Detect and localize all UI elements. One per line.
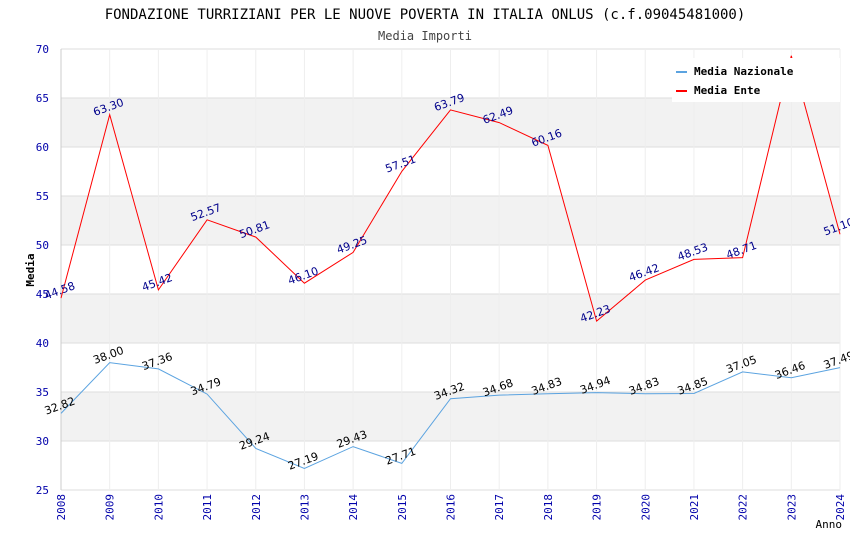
x-tick-label: 2020 — [639, 494, 652, 521]
data-label-media-nazionale: 27.71 — [384, 445, 418, 468]
x-tick-label: 2015 — [396, 494, 409, 521]
data-label-media-ente: 45.42 — [140, 271, 174, 294]
x-tick-label: 2017 — [493, 494, 506, 521]
x-axis-ticks: 2008 2009 2010 2011 2012 2013 2014 2015 2016 2017… — [55, 494, 847, 521]
y-tick-label: 55 — [36, 190, 49, 203]
y-tick-label: 50 — [36, 239, 49, 252]
y-tick-label: 65 — [36, 92, 49, 105]
x-tick-label: 2011 — [201, 494, 214, 521]
legend-background — [672, 58, 840, 102]
x-tick-label: 2010 — [152, 494, 165, 521]
y-tick-label: 30 — [36, 435, 49, 448]
legend: Media Nazionale Media Ente — [672, 58, 840, 102]
x-tick-label: 2016 — [445, 494, 458, 521]
y-tick-label: 60 — [36, 141, 49, 154]
series-line-media-ente — [60, 55, 841, 322]
data-label-media-ente: 57.51 — [384, 153, 418, 176]
x-tick-label: 2021 — [688, 494, 701, 521]
y-tick-label: 35 — [36, 386, 49, 399]
chart-subtitle: Media Importi — [378, 29, 472, 43]
x-tick-label: 2024 — [834, 494, 847, 521]
y-axis-label: Media — [24, 253, 37, 286]
x-tick-label: 2012 — [250, 494, 263, 521]
data-label-media-ente: 46.10 — [286, 264, 320, 287]
x-axis-label: Anno — [816, 518, 843, 531]
x-tick-label: 2023 — [785, 494, 798, 521]
x-tick-label: 2019 — [591, 494, 604, 521]
legend-label-media-ente: Media Ente — [694, 84, 761, 97]
y-tick-label: 45 — [36, 288, 49, 301]
x-tick-label: 2022 — [737, 494, 750, 521]
series-lines — [60, 55, 841, 470]
x-tick-label: 2008 — [55, 494, 68, 521]
legend-label-media-nazionale: Media Nazionale — [694, 65, 794, 78]
x-tick-label: 2009 — [104, 494, 117, 521]
x-tick-label: 2013 — [298, 494, 311, 521]
series-line-media-nazionale — [60, 362, 841, 470]
y-tick-label: 40 — [36, 337, 49, 350]
y-tick-label: 25 — [36, 484, 49, 497]
y-tick-label: 70 — [36, 43, 49, 56]
x-tick-label: 2014 — [347, 494, 360, 521]
data-label-media-nazionale: 27.19 — [286, 450, 320, 473]
data-label-media-nazionale: 37.36 — [140, 350, 174, 373]
x-tick-label: 2018 — [542, 494, 555, 521]
data-label-media-nazionale: 36.46 — [773, 359, 807, 382]
chart-title: FONDAZIONE TURRIZIANI PER LE NUOVE POVER… — [105, 7, 746, 23]
y-axis-ticks: 25 30 35 40 45 50 55 60 65 70 — [36, 43, 49, 497]
